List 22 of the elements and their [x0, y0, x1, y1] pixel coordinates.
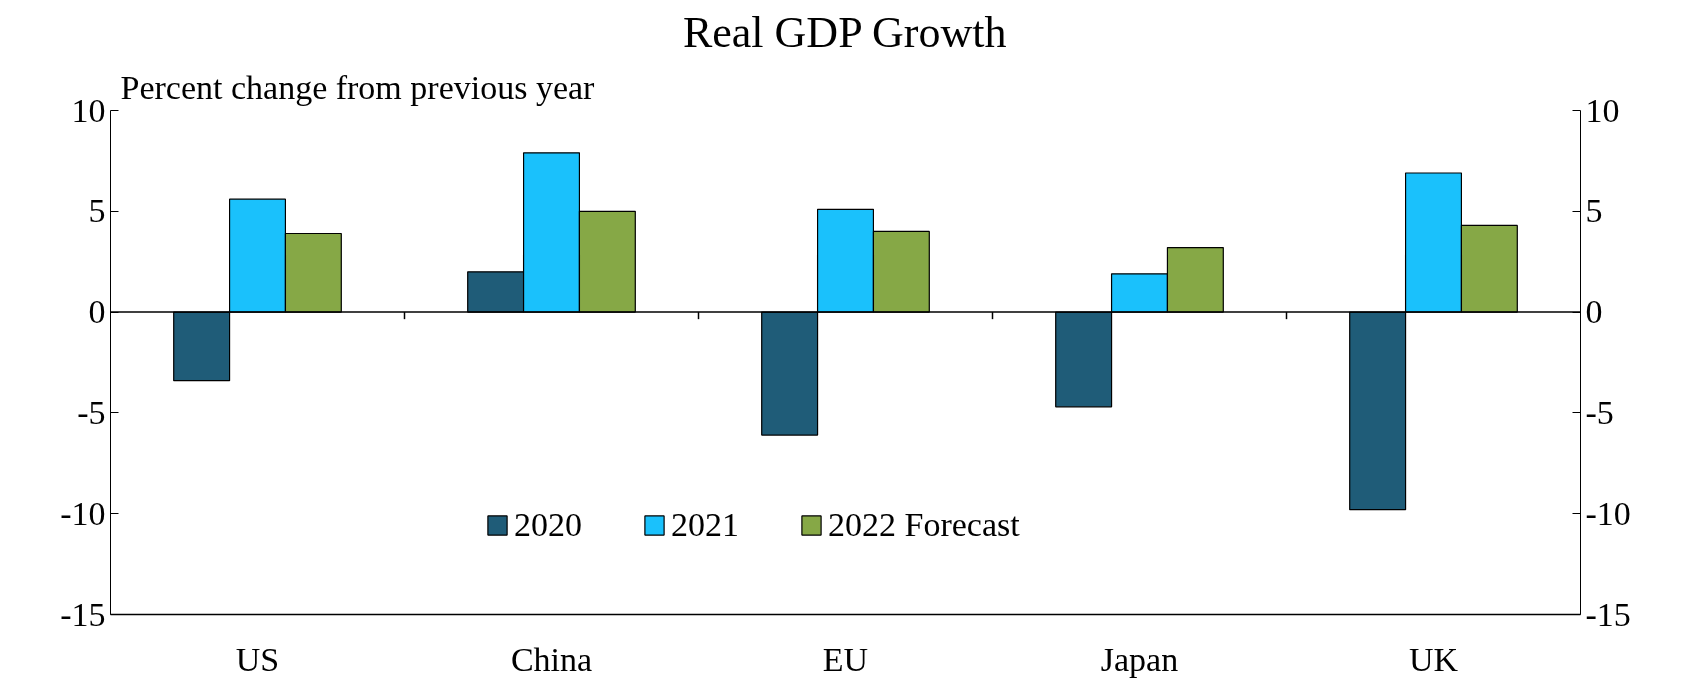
y-tick-label: 5 [88, 192, 106, 230]
y2-tick-label: -15 [1585, 595, 1631, 633]
legend-label: 2020 [514, 506, 582, 544]
x-tick-label: UK [1408, 640, 1459, 678]
legend-label: 2022 Forecast [828, 506, 1020, 544]
legend-label: 2021 [671, 506, 739, 544]
y-tick-label: -10 [60, 494, 106, 532]
x-tick-label: US [235, 640, 280, 678]
y-axis-title: Percent change from previous year [120, 68, 596, 106]
x-tick-label: EU [822, 640, 869, 678]
chart-title: Real GDP Growth [682, 7, 1007, 57]
y2-tick-label: 0 [1585, 293, 1603, 331]
y2-tick-label: 10 [1585, 91, 1620, 129]
x-tick-label: China [510, 640, 593, 678]
y-tick-label: 10 [71, 91, 106, 129]
y2-tick-label: 5 [1585, 192, 1603, 230]
y-tick-label: -5 [77, 393, 106, 431]
y-tick-label: 0 [88, 293, 106, 331]
x-tick-label: Japan [1100, 640, 1179, 678]
y2-tick-label: -10 [1585, 494, 1631, 532]
y2-tick-label: -5 [1585, 393, 1614, 431]
y-tick-label: -15 [60, 595, 106, 633]
